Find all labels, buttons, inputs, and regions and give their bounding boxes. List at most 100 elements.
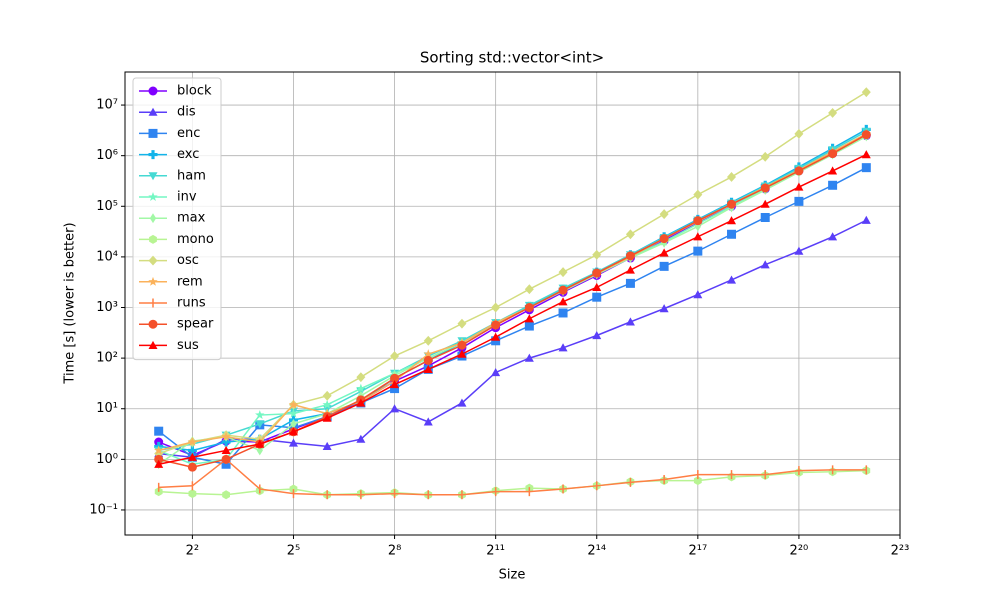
data-point [592, 268, 602, 278]
data-point [693, 232, 703, 241]
data-point [255, 420, 265, 429]
legend-marker [148, 340, 158, 349]
data-point [861, 150, 871, 159]
data-point [322, 441, 332, 451]
y-tick-label: 10² [96, 351, 118, 366]
data-point [558, 285, 568, 295]
legend-label: rem [177, 274, 203, 289]
legend-marker [148, 128, 158, 138]
data-point [187, 445, 197, 455]
series-line [158, 130, 867, 452]
data-point [693, 290, 703, 299]
data-point [322, 390, 332, 401]
x-tick-label: 2²³ [891, 544, 910, 559]
data-point [423, 335, 433, 346]
data-point [861, 163, 871, 173]
legend-marker [148, 172, 158, 181]
data-point [760, 213, 770, 223]
data-point [289, 484, 298, 494]
data-point [457, 398, 467, 407]
data-point [491, 367, 501, 377]
data-point [861, 215, 871, 224]
data-point [221, 454, 231, 464]
data-point [794, 128, 804, 139]
data-point [625, 251, 635, 261]
series-line [158, 166, 867, 466]
data-point [187, 452, 197, 461]
legend-marker [148, 192, 158, 202]
data-point [390, 351, 400, 361]
data-point [693, 216, 703, 226]
data-point [390, 373, 400, 383]
series-line [158, 153, 867, 465]
series-line [158, 458, 867, 496]
data-point [828, 166, 838, 175]
data-point [288, 427, 298, 436]
data-point [187, 462, 197, 472]
legend-label: max [177, 211, 206, 226]
data-point [390, 380, 400, 389]
data-point [356, 398, 366, 407]
data-point [828, 107, 838, 118]
y-tick-label: 10⁵ [96, 199, 118, 214]
data-point [558, 343, 568, 352]
data-point [592, 282, 602, 291]
data-point [290, 419, 297, 429]
data-point [221, 431, 231, 441]
data-point [659, 304, 669, 313]
data-point [154, 459, 164, 468]
data-point [794, 246, 804, 255]
data-point [794, 196, 804, 206]
axes-frame [124, 71, 901, 536]
data-point [457, 318, 467, 329]
x-tick-label: 2¹¹ [486, 544, 505, 559]
data-point [390, 404, 400, 413]
chart-title: Sorting std::vector<int> [420, 49, 604, 67]
data-point [659, 261, 669, 271]
data-point [727, 171, 737, 182]
series-line [158, 469, 867, 496]
data-point [322, 399, 332, 409]
data-point [760, 151, 770, 162]
data-point [659, 248, 669, 257]
data-point [592, 249, 602, 260]
data-point [693, 476, 702, 486]
data-point [423, 417, 433, 426]
series-line [158, 219, 867, 459]
y-tick-label: 10³ [96, 300, 118, 315]
y-tick-label: 10⁰ [96, 452, 118, 467]
plot-area [153, 87, 872, 500]
data-point [356, 434, 366, 443]
x-axis-label: Size [499, 568, 526, 583]
data-point [592, 292, 602, 302]
y-tick-label: 10¹ [96, 401, 118, 416]
data-point [154, 454, 164, 464]
legend-marker [148, 150, 158, 160]
data-point [727, 199, 737, 209]
data-point [727, 229, 737, 239]
data-point [255, 439, 265, 448]
data-point [221, 445, 231, 455]
data-point [423, 355, 433, 365]
legend-marker [148, 255, 158, 266]
data-point [524, 284, 534, 295]
data-point [221, 437, 231, 447]
y-tick-label: 10⁶ [96, 148, 118, 163]
legend-marker [148, 276, 158, 286]
data-point [727, 275, 737, 284]
data-point [356, 372, 366, 383]
y-tick-label: 10⁻¹ [89, 502, 118, 517]
x-tick-label: 2¹⁴ [587, 544, 606, 559]
legend-label: inv [177, 190, 197, 205]
legend-marker [148, 107, 158, 116]
data-point [625, 265, 635, 274]
data-point [625, 317, 635, 326]
legend-label: exc [177, 147, 199, 162]
legend-label: osc [177, 253, 199, 268]
x-tick-label: 2¹⁷ [688, 544, 707, 559]
series-line [158, 91, 867, 455]
data-point [659, 234, 669, 244]
data-point [491, 332, 501, 341]
data-point [457, 349, 467, 358]
